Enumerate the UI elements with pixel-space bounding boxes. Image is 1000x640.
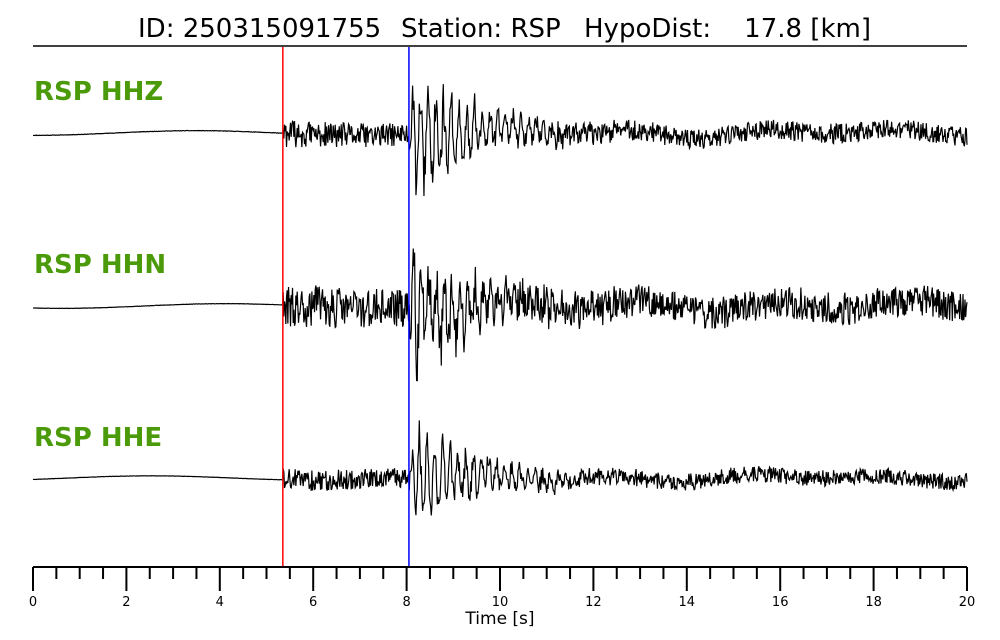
pick-group	[282, 47, 410, 567]
trace-line-2	[32, 248, 968, 382]
trace-line-1	[32, 84, 968, 197]
x-tick-label: 20	[959, 595, 976, 610]
channel-label-3: RSP HHE	[34, 423, 162, 453]
x-tick-label: 18	[865, 595, 882, 610]
channel-label-group: RSP HHZ RSP HHN RSP HHE	[34, 77, 166, 453]
trace-line-3	[32, 420, 968, 516]
x-tick-label: 8	[402, 595, 410, 610]
x-axis-label: Time [s]	[464, 609, 534, 629]
x-tick-label: 6	[309, 595, 317, 610]
time-axis: 0 2 4 6 8 10 12 14 16 18 20	[29, 566, 976, 610]
x-tick-label: 0	[29, 595, 37, 610]
x-tick-label: 14	[679, 595, 696, 610]
title-event-id: ID: 250315091755	[138, 14, 381, 44]
channel-label-2: RSP HHN	[34, 250, 166, 280]
title-hypodist: HypoDist: 17.8 [km]	[584, 14, 871, 44]
trace-group	[32, 84, 968, 516]
x-tick-label: 16	[772, 595, 789, 610]
x-tick-label: 10	[492, 595, 509, 610]
title-station: Station: RSP	[401, 14, 561, 44]
x-tick-label: 12	[585, 595, 602, 610]
x-tick-label: 2	[122, 595, 130, 610]
x-tick-label: 4	[216, 595, 224, 610]
channel-label-1: RSP HHZ	[34, 77, 163, 107]
